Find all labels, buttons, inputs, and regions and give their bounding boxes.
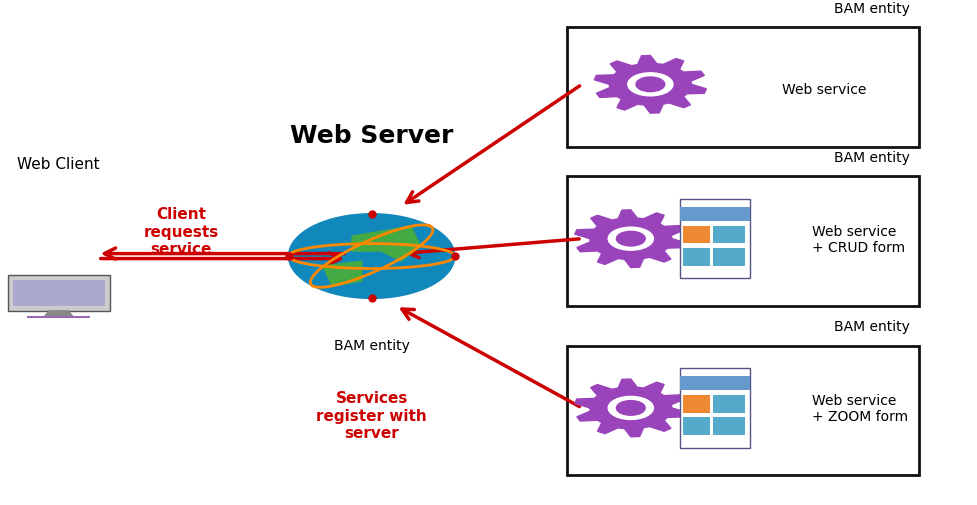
FancyBboxPatch shape	[683, 395, 709, 413]
Circle shape	[288, 214, 454, 299]
Text: Web Server: Web Server	[289, 123, 453, 147]
FancyBboxPatch shape	[712, 418, 744, 435]
Text: Web Client: Web Client	[18, 157, 100, 172]
Polygon shape	[352, 227, 420, 262]
Polygon shape	[44, 311, 73, 317]
Circle shape	[608, 396, 653, 420]
FancyBboxPatch shape	[679, 199, 749, 279]
Text: BAM entity: BAM entity	[832, 150, 909, 165]
FancyBboxPatch shape	[13, 281, 105, 306]
FancyBboxPatch shape	[567, 177, 918, 306]
Text: BAM entity: BAM entity	[333, 338, 409, 352]
FancyBboxPatch shape	[679, 376, 749, 391]
Text: Client
requests
service: Client requests service	[144, 207, 218, 257]
Text: Web service
+ CRUD form: Web service + CRUD form	[811, 224, 904, 254]
Circle shape	[616, 401, 645, 416]
Text: BAM entity: BAM entity	[832, 320, 909, 334]
Polygon shape	[574, 211, 686, 268]
FancyBboxPatch shape	[26, 317, 90, 319]
Circle shape	[635, 78, 664, 92]
Polygon shape	[574, 379, 686, 437]
FancyBboxPatch shape	[679, 208, 749, 222]
FancyBboxPatch shape	[679, 368, 749, 448]
FancyBboxPatch shape	[8, 276, 109, 311]
FancyBboxPatch shape	[683, 249, 709, 266]
FancyBboxPatch shape	[712, 395, 744, 413]
Text: Web service
+ ZOOM form: Web service + ZOOM form	[811, 393, 907, 423]
FancyBboxPatch shape	[683, 226, 709, 244]
Circle shape	[627, 74, 672, 96]
FancyBboxPatch shape	[712, 226, 744, 244]
Circle shape	[608, 228, 653, 250]
Polygon shape	[594, 57, 705, 114]
Polygon shape	[322, 262, 361, 286]
FancyBboxPatch shape	[567, 28, 918, 147]
Circle shape	[616, 232, 645, 246]
FancyBboxPatch shape	[712, 249, 744, 266]
Text: BAM entity: BAM entity	[832, 2, 909, 16]
Text: Web service: Web service	[782, 83, 866, 97]
Text: Services
register with
server: Services register with server	[316, 391, 427, 440]
FancyBboxPatch shape	[567, 346, 918, 475]
FancyBboxPatch shape	[683, 418, 709, 435]
